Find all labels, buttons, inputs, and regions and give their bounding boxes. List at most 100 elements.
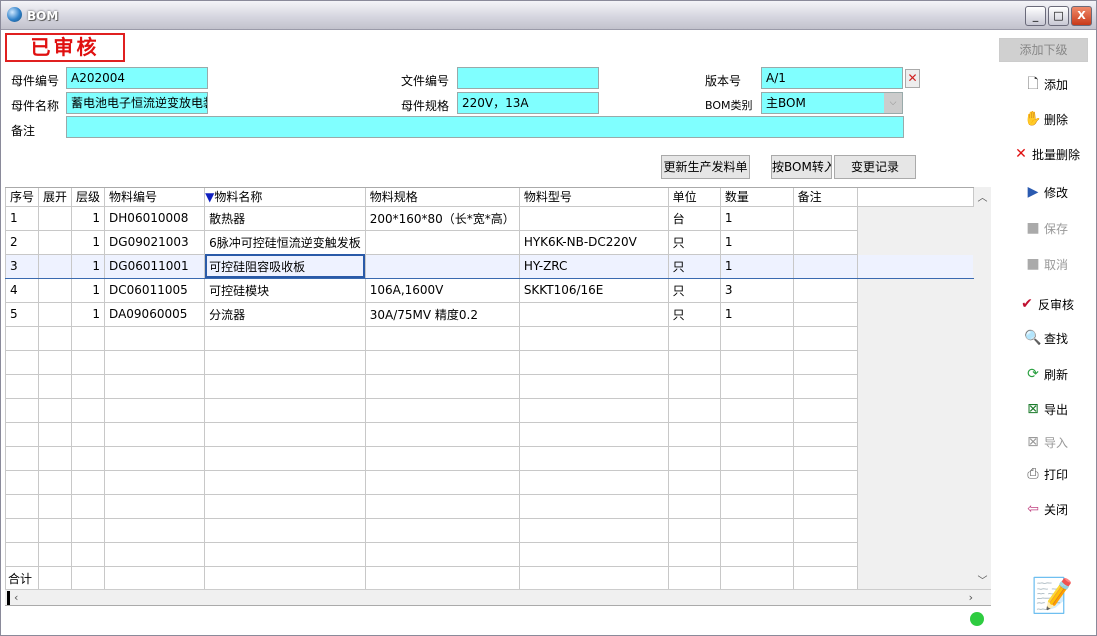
table-cell[interactable]: 只 <box>667 277 721 303</box>
sidebar-button-document[interactable]: 🗋 添加 <box>1001 71 1091 97</box>
empty-cell[interactable] <box>204 445 366 471</box>
scroll-right-icon[interactable]: › <box>968 591 973 604</box>
empty-cell[interactable] <box>104 469 206 495</box>
empty-cell[interactable] <box>71 541 106 567</box>
vertical-scrollbar[interactable]: ︿ ﹀ <box>974 187 991 589</box>
empty-cell[interactable] <box>719 541 794 567</box>
empty-cell[interactable] <box>364 517 520 543</box>
empty-cell[interactable] <box>104 445 206 471</box>
table-cell[interactable]: 分流器 <box>204 301 366 327</box>
parent-name-field[interactable]: 蓄电池电子恒流逆变放电装置 <box>66 92 208 114</box>
change-log-button[interactable]: 变更记录 <box>834 155 916 179</box>
table-cell[interactable]: DA09060005 <box>104 301 206 327</box>
table-cell[interactable]: HYK6K-NB-DC220V <box>518 229 669 255</box>
empty-cell[interactable] <box>792 349 858 375</box>
empty-cell[interactable] <box>204 373 366 399</box>
table-cell[interactable]: 可控硅阻容吸收板 <box>204 253 366 279</box>
table-cell[interactable]: DG09021003 <box>104 229 206 255</box>
table-cell[interactable] <box>792 277 858 303</box>
empty-cell[interactable] <box>364 469 520 495</box>
empty-cell[interactable] <box>5 373 40 399</box>
empty-cell[interactable] <box>667 541 721 567</box>
empty-cell[interactable] <box>518 517 669 543</box>
table-cell[interactable]: DC06011005 <box>104 277 206 303</box>
empty-cell[interactable] <box>719 517 794 543</box>
table-cell[interactable]: 5 <box>5 301 40 327</box>
empty-cell[interactable] <box>719 493 794 519</box>
empty-cell[interactable] <box>518 421 669 447</box>
table-cell[interactable]: 可控硅模块 <box>204 277 366 303</box>
remark-field[interactable] <box>66 116 904 138</box>
table-cell[interactable]: 6脉冲可控硅恒流逆变触发板 <box>204 229 366 255</box>
empty-cell[interactable] <box>104 517 206 543</box>
empty-cell[interactable] <box>518 445 669 471</box>
table-cell[interactable]: DG06011001 <box>104 253 206 279</box>
empty-cell[interactable] <box>518 325 669 351</box>
table-cell[interactable]: 1 <box>71 205 106 231</box>
empty-cell[interactable] <box>792 325 858 351</box>
empty-row[interactable] <box>5 373 974 399</box>
table-row[interactable]: 2 1 DG09021003 6脉冲可控硅恒流逆变触发板 HYK6K-NB-DC220V… <box>5 229 974 255</box>
table-cell[interactable]: 1 <box>71 229 106 255</box>
table-cell[interactable]: 1 <box>71 301 106 327</box>
column-header[interactable]: 物料规格 <box>364 188 520 207</box>
empty-cell[interactable] <box>5 421 40 447</box>
empty-cell[interactable] <box>71 373 106 399</box>
chevron-down-icon[interactable]: ⌵ <box>884 93 902 113</box>
empty-cell[interactable] <box>667 373 721 399</box>
empty-cell[interactable] <box>719 421 794 447</box>
empty-cell[interactable] <box>71 325 106 351</box>
empty-cell[interactable] <box>667 493 721 519</box>
empty-cell[interactable] <box>719 373 794 399</box>
empty-row[interactable] <box>5 421 974 447</box>
empty-cell[interactable] <box>5 445 40 471</box>
empty-cell[interactable] <box>364 397 520 423</box>
doc-no-field[interactable] <box>457 67 599 89</box>
empty-cell[interactable] <box>518 469 669 495</box>
empty-cell[interactable] <box>204 493 366 519</box>
column-header[interactable]: 备注 <box>792 188 858 207</box>
table-cell[interactable]: 散热器 <box>204 205 366 231</box>
table-cell[interactable]: DH06010008 <box>104 205 206 231</box>
table-cell[interactable]: 1 <box>71 277 106 303</box>
empty-cell[interactable] <box>364 445 520 471</box>
table-cell[interactable]: 30A/75MV 精度0.2 <box>364 301 520 327</box>
column-header[interactable]: 序号 <box>5 188 40 207</box>
empty-cell[interactable] <box>792 517 858 543</box>
empty-cell[interactable] <box>204 469 366 495</box>
empty-cell[interactable] <box>71 349 106 375</box>
empty-cell[interactable] <box>792 373 858 399</box>
empty-cell[interactable] <box>38 373 73 399</box>
column-header[interactable]: 物料型号 <box>518 188 669 207</box>
empty-row[interactable] <box>5 445 974 471</box>
scroll-down-icon[interactable]: ﹀ <box>977 576 988 587</box>
scroll-thumb[interactable] <box>7 591 10 605</box>
table-row[interactable]: 5 1 DA09060005 分流器 30A/75MV 精度0.2 只 1 <box>5 301 974 327</box>
table-cell[interactable] <box>364 253 520 279</box>
empty-cell[interactable] <box>667 397 721 423</box>
empty-cell[interactable] <box>71 493 106 519</box>
sidebar-button-delete-hand[interactable]: ✋ 删除 <box>1001 106 1091 132</box>
empty-cell[interactable] <box>204 541 366 567</box>
column-header[interactable]: 物料编号 <box>104 188 206 207</box>
empty-cell[interactable] <box>719 469 794 495</box>
table-cell[interactable] <box>38 229 73 255</box>
empty-cell[interactable] <box>5 517 40 543</box>
table-cell[interactable]: 200*160*80（长*宽*高） <box>364 205 520 231</box>
table-cell[interactable]: 2 <box>5 229 40 255</box>
empty-cell[interactable] <box>204 349 366 375</box>
table-row[interactable]: 1 1 DH06010008 散热器 200*160*80（长*宽*高）台 1 <box>5 205 974 231</box>
column-header[interactable]: 数量 <box>719 188 794 207</box>
empty-cell[interactable] <box>518 541 669 567</box>
empty-cell[interactable] <box>792 493 858 519</box>
table-cell[interactable] <box>38 253 73 279</box>
empty-cell[interactable] <box>5 493 40 519</box>
table-cell[interactable]: 1 <box>719 253 794 279</box>
sidebar-button-magnifier[interactable]: 🔍 查找 <box>1001 325 1091 351</box>
empty-cell[interactable] <box>204 517 366 543</box>
empty-cell[interactable] <box>5 349 40 375</box>
clear-version-icon[interactable]: ✕ <box>905 69 920 88</box>
empty-row[interactable] <box>5 517 974 543</box>
sidebar-button-exit-door[interactable]: ⇦ 关闭 <box>1001 496 1091 522</box>
sidebar-button-excel-export[interactable]: ⊠ 导出 <box>1001 396 1091 422</box>
